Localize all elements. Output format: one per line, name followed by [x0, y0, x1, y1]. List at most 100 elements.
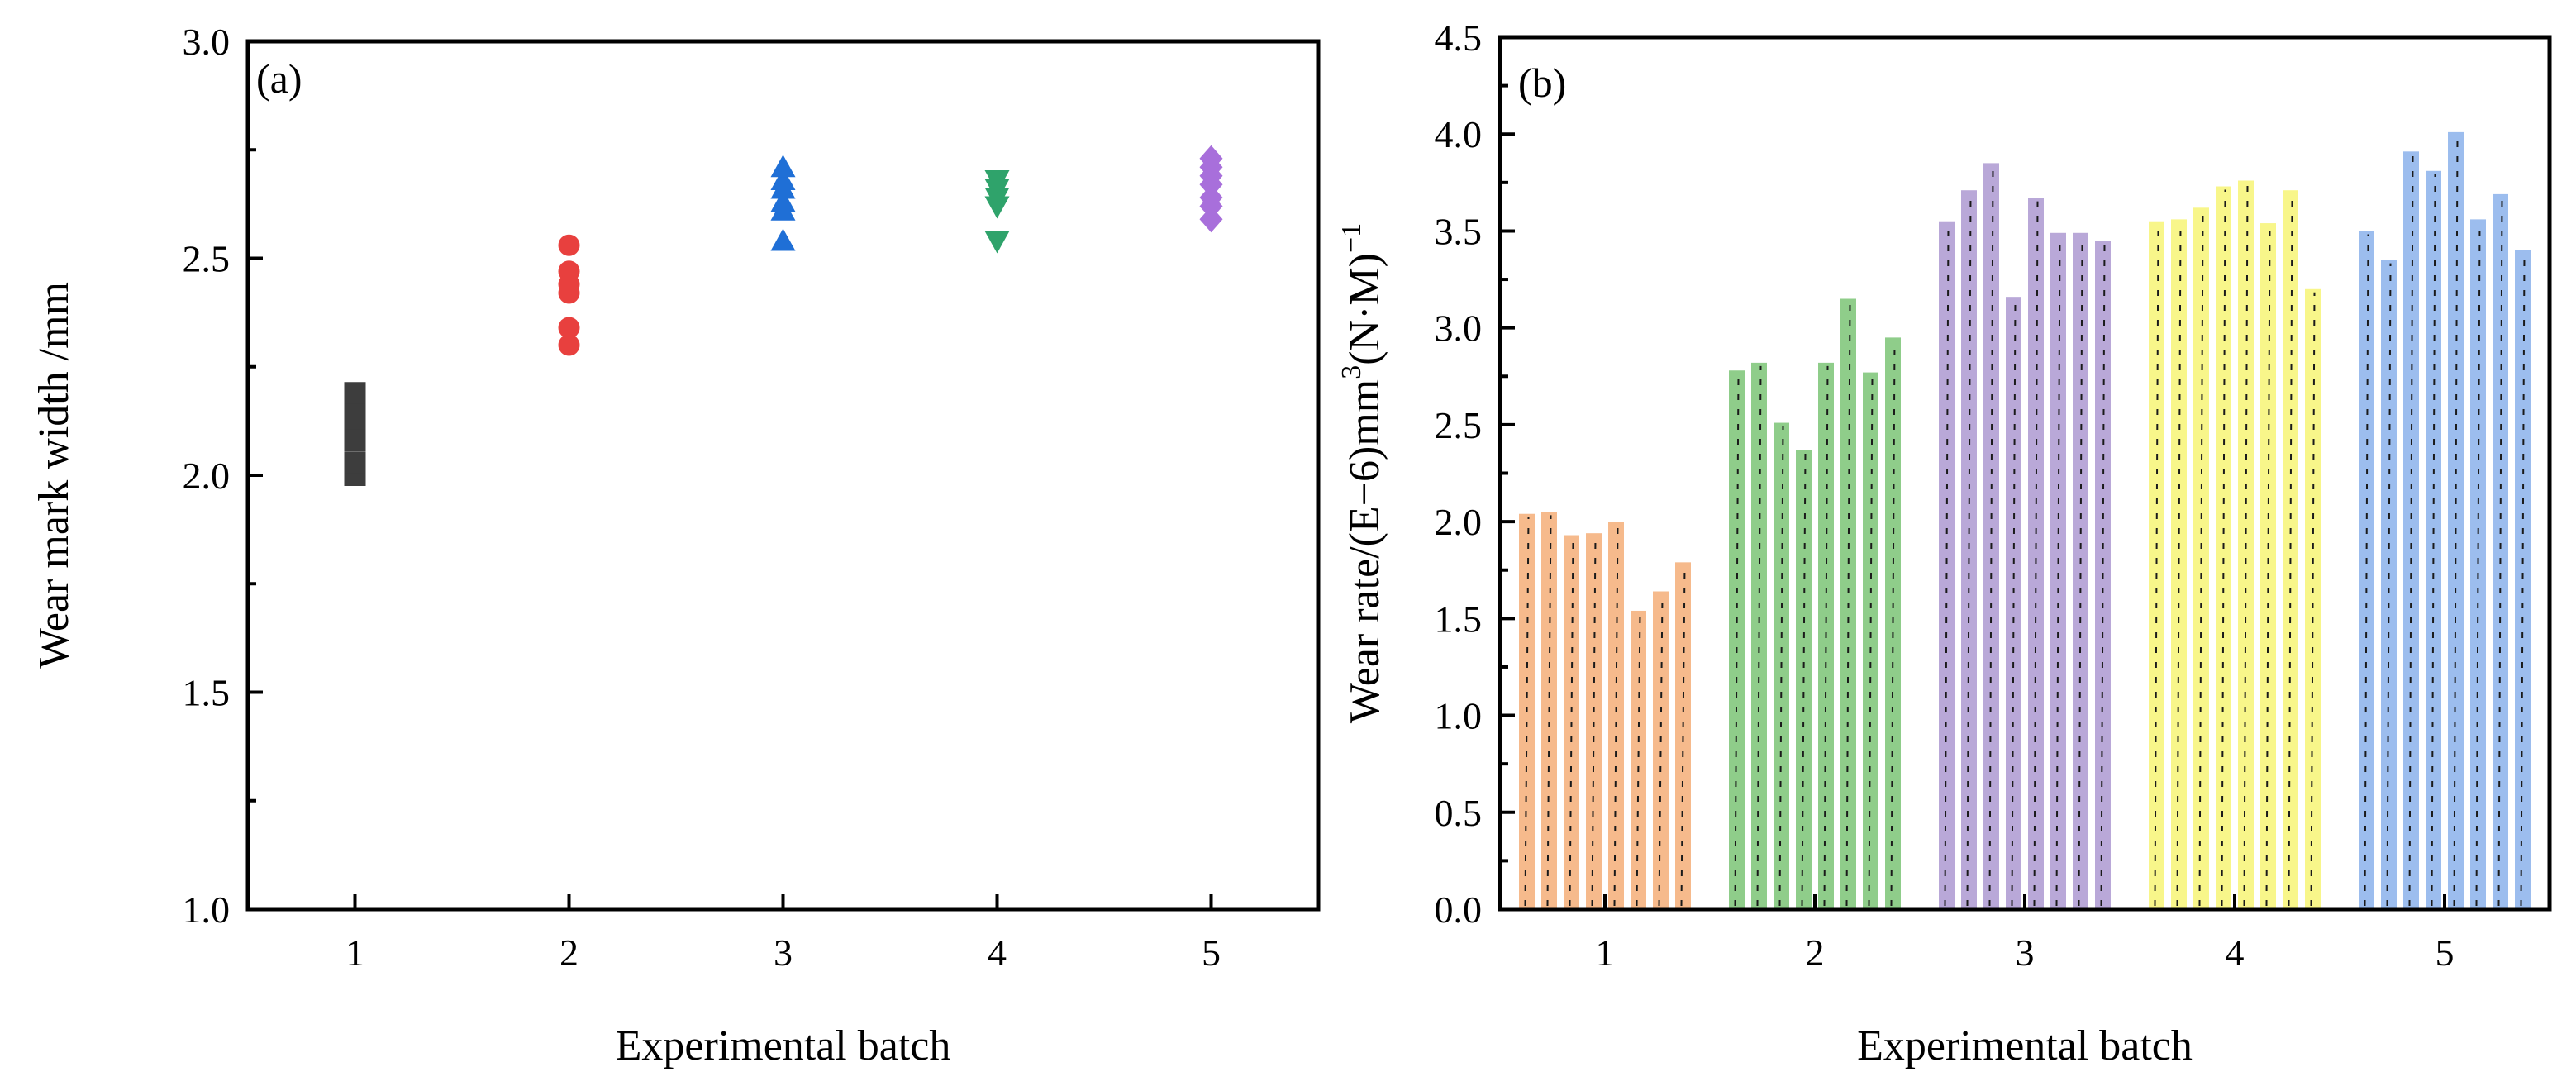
bar-hatch	[2310, 292, 2316, 907]
y-tick-label: 2.5	[1435, 404, 1483, 446]
data-point	[558, 234, 580, 256]
panel-b-y-title-sup2: −1	[1336, 223, 1367, 253]
bar	[2050, 232, 2066, 909]
bar-hatch	[1823, 365, 1829, 907]
y-tick-label: 2.5	[183, 238, 231, 280]
y-tick-label: 3.0	[1435, 307, 1483, 350]
bar-hatch	[2520, 253, 2526, 907]
panel-b-y-title-main: Wear rate/(E−6)mm	[1341, 379, 1388, 723]
data-point	[344, 382, 366, 404]
series-batch-1	[344, 382, 366, 486]
panel-b-bar: 1 2 3 4 50.00.51.01.52.02.53.03.54.04.5 (b) …	[1336, 17, 2552, 1070]
x-tick-label: 5	[2436, 931, 2455, 974]
y-tick-label: 3.5	[1435, 210, 1483, 252]
data-point	[558, 334, 580, 356]
panel-b-marks	[1519, 131, 2531, 910]
series-batch-2	[558, 234, 580, 356]
data-point	[770, 189, 796, 212]
bar	[1729, 370, 1745, 909]
bar	[2028, 198, 2044, 910]
bar-hatch	[1613, 525, 1619, 907]
panel-b-y-axis-title: Wear rate/(E−6)mm3(N·M)−1	[1336, 223, 1388, 723]
bar-hatch	[1524, 517, 1530, 907]
bar-hatch	[1591, 536, 1597, 907]
bar	[1939, 221, 1955, 909]
bar	[2359, 231, 2374, 909]
panel-b-y-title-sup1: 3	[1336, 365, 1367, 379]
data-point	[344, 451, 366, 474]
x-tick-label: 4	[988, 931, 1007, 974]
bar-hatch	[1778, 426, 1784, 907]
bar	[1586, 533, 1602, 909]
bar-hatch	[2265, 226, 2271, 907]
data-point	[984, 170, 1010, 193]
bar	[1675, 562, 1691, 909]
bar-hatch	[2453, 135, 2459, 907]
panel-a-marks	[344, 145, 1223, 486]
bar	[2470, 219, 2486, 909]
bar	[2260, 223, 2276, 910]
bar-group-batch-4	[2149, 180, 2321, 910]
bar	[2448, 131, 2464, 909]
series-batch-4	[984, 170, 1010, 254]
y-tick-label: 1.5	[183, 672, 231, 714]
bar-hatch	[2176, 222, 2182, 907]
x-tick-label: 1	[1596, 931, 1615, 974]
panel-a-x-axis-title: Experimental batch	[616, 1022, 951, 1070]
y-tick-label: 1.0	[183, 889, 231, 931]
bar-hatch	[1680, 565, 1686, 907]
panel-a-frame	[245, 39, 1321, 912]
data-point	[984, 231, 1010, 254]
bar	[2305, 288, 2321, 909]
x-tick-label: 4	[2226, 931, 2245, 974]
bar	[2149, 221, 2164, 909]
x-tick-label: 2	[1806, 931, 1825, 974]
panel-a-label: (a)	[256, 55, 302, 102]
data-point	[770, 228, 796, 251]
bar-hatch	[1988, 166, 1994, 907]
bar-hatch	[2198, 211, 2204, 907]
y-tick-label: 0.0	[1435, 889, 1483, 931]
series-batch-3	[770, 155, 796, 251]
panel-a-y-axis-title: Wear mark width /mm	[31, 282, 78, 669]
bar	[2171, 219, 2187, 909]
bar-hatch	[2475, 222, 2481, 907]
data-point	[770, 168, 796, 190]
bar-hatch	[2386, 263, 2392, 907]
x-tick-label: 1	[345, 931, 364, 974]
bar-hatch	[2243, 183, 2249, 907]
bar	[1608, 522, 1624, 909]
bar-hatch	[2011, 300, 2017, 907]
y-tick-label: 2.0	[1435, 501, 1483, 543]
panel-b-label: (b)	[1518, 60, 1566, 106]
bar-group-batch-3	[1939, 163, 2111, 910]
y-tick-label: 1.0	[1435, 695, 1483, 737]
y-tick-label: 2.0	[183, 455, 231, 497]
bar	[2283, 190, 2298, 909]
x-tick-label: 5	[1202, 931, 1221, 974]
x-tick-label: 3	[2016, 931, 2035, 974]
bar-hatch	[1636, 613, 1641, 907]
y-tick-label: 4.5	[1435, 17, 1483, 59]
bar	[1863, 372, 1878, 910]
bar-hatch	[1890, 341, 1896, 907]
bar	[1961, 190, 1977, 909]
y-tick-label: 4.0	[1435, 113, 1483, 155]
data-point	[558, 317, 580, 339]
bar-hatch	[2100, 244, 2106, 907]
bar	[2515, 250, 2531, 909]
panel-b-ticks: 1 2 3 4 5 0.0 0.5 1.0 1.5 2.0 2.5 3.0 3.5 4.0 4.5	[1435, 17, 2455, 974]
bar	[2073, 232, 2088, 909]
panel-a-scatter: 1 2 3 4 5 1.0 1.5 2.0 2.5 3.0 (a) Experimental ba…	[31, 21, 1321, 1070]
bar-group-batch-1	[1519, 512, 1691, 909]
bar-hatch	[1801, 453, 1807, 907]
panel-b-frame	[1498, 35, 2552, 912]
y-tick-label: 1.5	[1435, 598, 1483, 640]
bar	[1983, 163, 1999, 909]
bar-group-batch-2	[1729, 298, 1901, 910]
data-point	[1199, 145, 1223, 172]
x-tick-label: 2	[559, 931, 579, 974]
data-point	[770, 155, 796, 178]
y-tick-label: 0.5	[1435, 792, 1483, 834]
